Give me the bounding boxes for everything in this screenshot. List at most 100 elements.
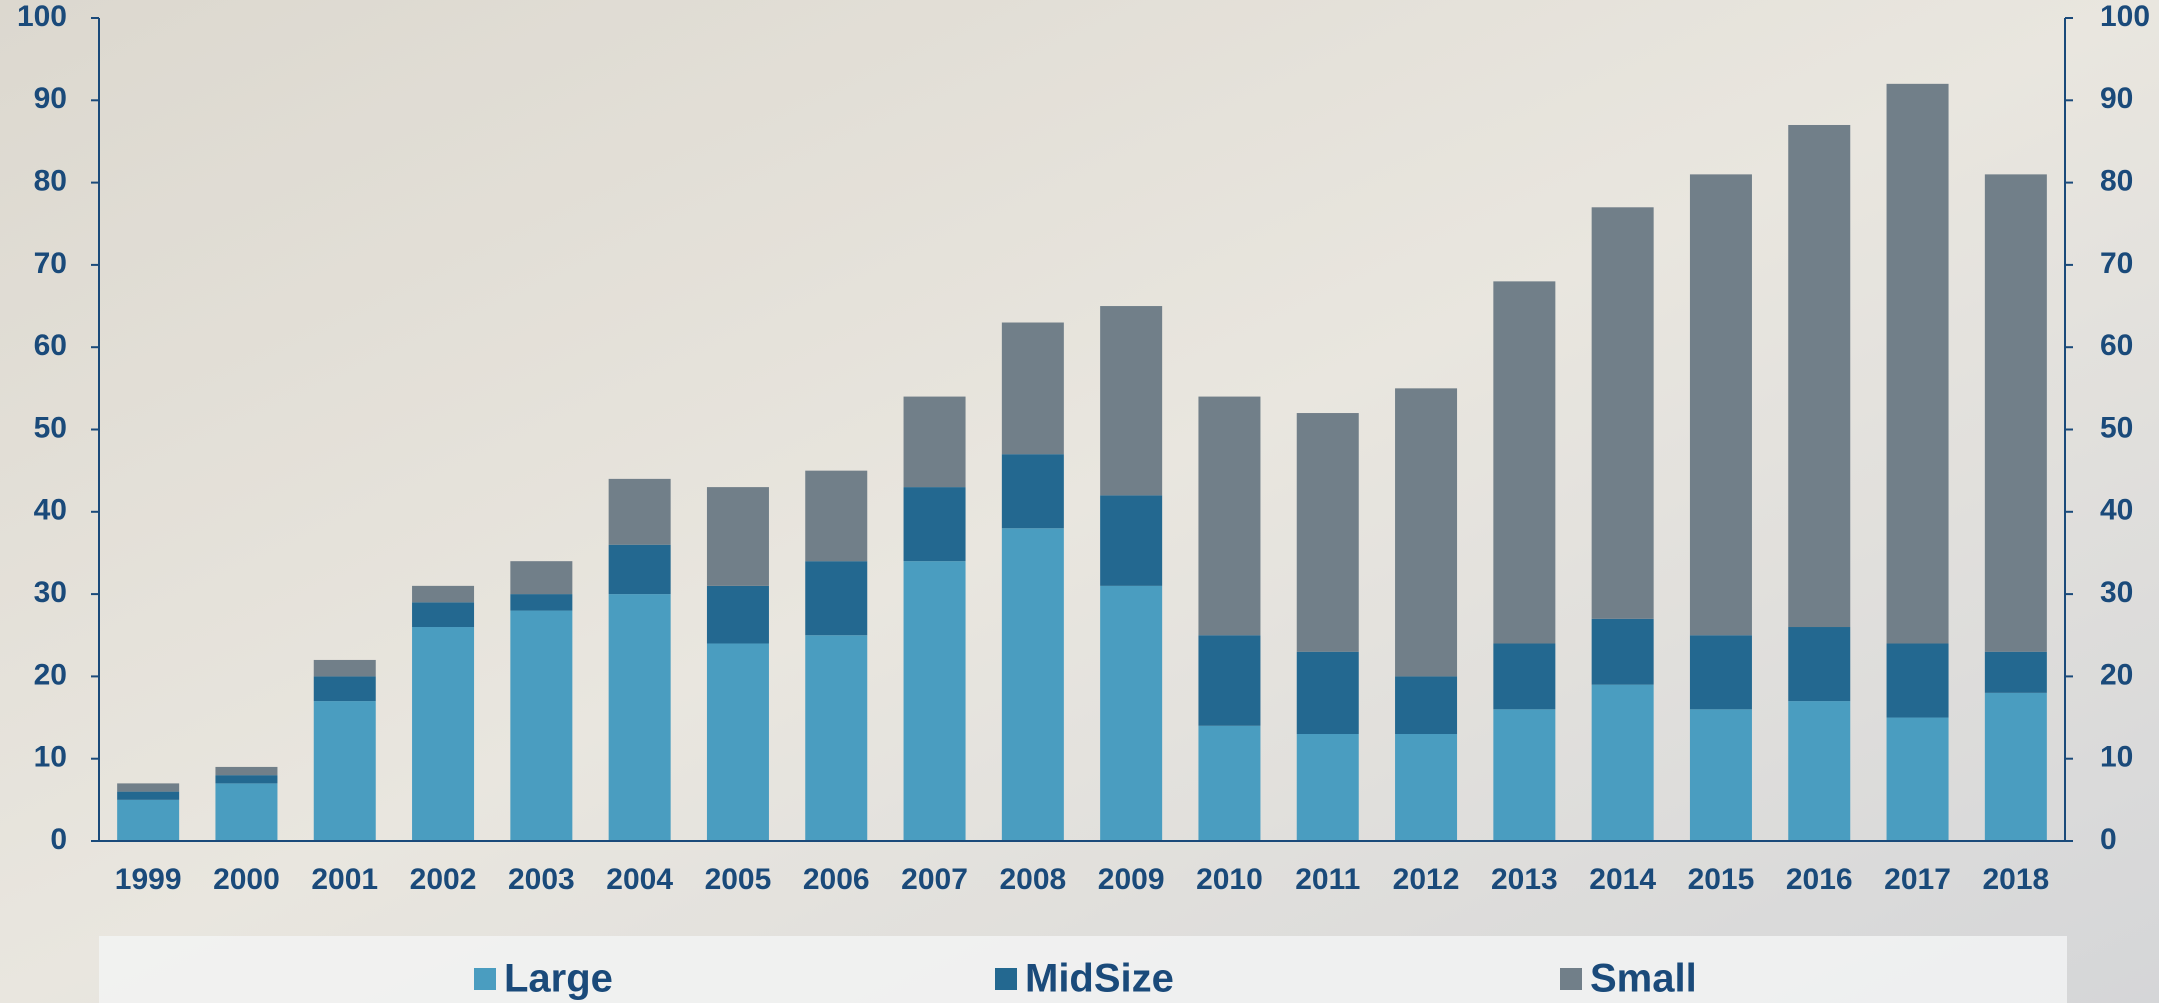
- y2-tick-label: 50: [2100, 411, 2133, 444]
- bar-segment: [1395, 388, 1458, 677]
- y-tick-label: 50: [34, 411, 67, 444]
- bar-segment: [1296, 651, 1359, 735]
- x-tick-label: 1999: [115, 863, 182, 896]
- bar-segment: [1591, 207, 1654, 619]
- bar-segment: [805, 635, 868, 841]
- bar-segment: [1001, 454, 1064, 529]
- bar-segment: [1788, 701, 1851, 841]
- y2-tick-label: 60: [2100, 329, 2133, 362]
- legend-box: [99, 936, 2067, 1003]
- x-tick-label: 2008: [999, 863, 1066, 896]
- y-tick-label: 100: [17, 0, 67, 33]
- legend-swatch: [1560, 968, 1582, 990]
- bar-segment: [1198, 635, 1261, 726]
- x-tick-label: 2013: [1491, 863, 1558, 896]
- y-tick-label: 20: [34, 658, 67, 691]
- x-tick-label: 2006: [803, 863, 870, 896]
- bar-segment: [510, 610, 573, 841]
- y-tick-label: 80: [34, 165, 67, 198]
- x-tick-label: 2012: [1393, 863, 1460, 896]
- bar-segment: [1591, 618, 1654, 685]
- bar-segment: [313, 701, 376, 841]
- x-tick-label: 2016: [1786, 863, 1853, 896]
- y2-tick-label: 20: [2100, 658, 2133, 691]
- y-tick-label: 0: [50, 823, 67, 856]
- y2-tick-label: 0: [2100, 823, 2117, 856]
- bar-segment: [608, 478, 671, 545]
- bar-segment: [1984, 174, 2047, 652]
- y-tick-label: 90: [34, 82, 67, 115]
- y2-tick-label: 70: [2100, 247, 2133, 280]
- x-tick-label: 2004: [606, 863, 673, 896]
- bar-segment: [1886, 643, 1949, 718]
- x-tick-label: 2017: [1884, 863, 1951, 896]
- x-tick-label: 2000: [213, 863, 280, 896]
- bar-segment: [1198, 396, 1261, 636]
- bar-segment: [1788, 124, 1851, 628]
- bar-segment: [706, 643, 769, 841]
- x-tick-label: 2005: [705, 863, 772, 896]
- y-tick-label: 70: [34, 247, 67, 280]
- bar-segment: [215, 783, 278, 841]
- bar-segment: [117, 783, 180, 792]
- bar-segment: [215, 775, 278, 784]
- y2-tick-label: 40: [2100, 494, 2133, 527]
- bar-segment: [313, 676, 376, 702]
- bar-segment: [117, 791, 180, 800]
- x-tick-label: 2009: [1098, 863, 1165, 896]
- legend-label: MidSize: [1025, 957, 1174, 1001]
- legend-label: Large: [504, 957, 613, 1001]
- x-tick-label: 2018: [1982, 863, 2049, 896]
- bar-segment: [510, 594, 573, 611]
- x-tick-label: 2010: [1196, 863, 1263, 896]
- bar-segment: [1296, 413, 1359, 652]
- bar-segment: [215, 766, 278, 776]
- y2-tick-label: 90: [2100, 82, 2133, 115]
- legend-swatch: [474, 968, 496, 990]
- legend-label: Small: [1590, 957, 1697, 1001]
- bar-segment: [1100, 306, 1163, 496]
- bar-segment: [805, 470, 868, 562]
- bar-segment: [1198, 725, 1261, 841]
- bar-segment: [1395, 676, 1458, 735]
- bar-segment: [608, 544, 671, 595]
- x-tick-label: 2002: [410, 863, 477, 896]
- bar-segment: [1984, 692, 2047, 841]
- x-tick-label: 2011: [1295, 863, 1360, 896]
- y2-tick-label: 10: [2100, 741, 2133, 774]
- y-tick-label: 40: [34, 494, 67, 527]
- bar-segment: [1886, 83, 1949, 644]
- bar-segment: [412, 602, 475, 628]
- y2-tick-label: 80: [2100, 165, 2133, 198]
- bar-segment: [510, 561, 573, 595]
- bar-segment: [1001, 322, 1064, 455]
- bar-segment: [1493, 643, 1556, 710]
- bar-segment: [1296, 734, 1359, 841]
- bar-segment: [1689, 174, 1752, 636]
- x-tick-label: 2001: [311, 863, 378, 896]
- bar-segment: [706, 487, 769, 586]
- bar-segment: [903, 396, 966, 488]
- bar-segment: [1984, 651, 2047, 693]
- y-tick-label: 30: [34, 576, 67, 609]
- bar-segment: [1100, 585, 1163, 841]
- bar-segment: [1100, 495, 1163, 586]
- bar-segment: [1788, 627, 1851, 702]
- bar-segment: [412, 627, 475, 841]
- x-tick-label: 2003: [508, 863, 575, 896]
- y-tick-label: 10: [34, 741, 67, 774]
- bar-segment: [1001, 528, 1064, 841]
- bar-segment: [1689, 709, 1752, 841]
- bar-segment: [1493, 281, 1556, 644]
- x-tick-label: 2007: [901, 863, 968, 896]
- bar-segment: [412, 585, 475, 603]
- y2-tick-label: 30: [2100, 576, 2133, 609]
- bar-segment: [1591, 684, 1654, 841]
- legend-swatch: [995, 968, 1017, 990]
- bar-segment: [805, 561, 868, 636]
- bar-segment: [903, 561, 966, 841]
- bar-segment: [903, 487, 966, 562]
- bar-segment: [1886, 717, 1949, 841]
